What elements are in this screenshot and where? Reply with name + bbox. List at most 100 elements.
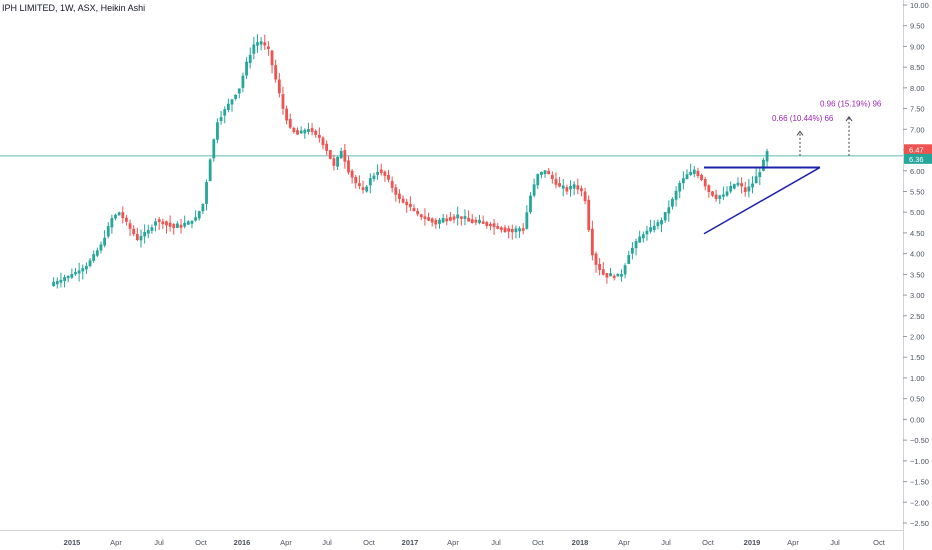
- candle-body: [430, 218, 434, 223]
- legend-exchange: ASX: [77, 3, 96, 13]
- candle-body: [485, 222, 489, 227]
- price-axis-label: 9.50: [910, 22, 925, 31]
- candle-body: [689, 171, 693, 175]
- candle-body: [114, 214, 117, 219]
- candle-body: [74, 272, 77, 275]
- candle-body: [496, 226, 500, 229]
- candle-body: [711, 191, 714, 196]
- candle-body: [456, 214, 460, 219]
- candle-body: [547, 170, 551, 175]
- candle-body: [219, 117, 223, 122]
- candle-body: [543, 170, 547, 175]
- candle-body: [587, 199, 591, 231]
- time-axis-label: 2018: [572, 538, 589, 547]
- candle-body: [365, 186, 369, 192]
- candle-body: [692, 169, 696, 175]
- price-axis-label: 8.50: [910, 63, 925, 72]
- candle-body: [762, 159, 765, 171]
- candle-body: [751, 183, 754, 188]
- price-axis-label: 1.00: [910, 374, 925, 383]
- candle-body: [223, 109, 227, 116]
- candle-body: [52, 281, 56, 286]
- candle-body: [347, 160, 350, 173]
- candle-body: [339, 150, 343, 159]
- time-axis-label: 2017: [402, 538, 419, 547]
- candle-body: [176, 223, 179, 228]
- candle-body: [267, 46, 270, 49]
- candle-body: [88, 260, 92, 267]
- candle-body: [230, 99, 234, 105]
- candle-body: [303, 129, 307, 134]
- candle-body: [754, 176, 758, 184]
- candle-body: [674, 190, 678, 200]
- candle-body: [722, 194, 725, 197]
- candle-body: [536, 174, 540, 186]
- candle-body: [590, 228, 594, 256]
- price-axis-label: −1.50: [910, 478, 929, 487]
- measure-label-1: 0.66 (10.44%) 66: [772, 114, 834, 123]
- candle-body: [201, 203, 205, 212]
- time-axis-label: Apr: [280, 538, 292, 547]
- candle-body: [325, 143, 329, 151]
- candle-body: [332, 158, 336, 166]
- candle-body: [103, 237, 106, 246]
- last-price-label: 6.36: [909, 155, 924, 164]
- candle-body: [671, 198, 674, 207]
- time-axis-label: Apr: [110, 538, 122, 547]
- candle-body: [423, 216, 427, 219]
- candle-body: [245, 61, 248, 76]
- price-axis-label: 5.00: [910, 208, 925, 217]
- candle-body: [216, 122, 219, 140]
- candle-body: [354, 176, 358, 184]
- candle-body: [125, 217, 128, 222]
- candle-body: [609, 273, 612, 277]
- candle-body: [336, 157, 339, 167]
- upper-price-label-bg: [904, 144, 932, 155]
- time-axis-label: 2016: [234, 538, 251, 547]
- candle-body: [478, 219, 481, 224]
- candle-body: [583, 191, 587, 202]
- price-axis-label: 3.00: [910, 291, 925, 300]
- candle-body: [558, 183, 561, 187]
- candle-body: [565, 187, 569, 192]
- candle-body: [343, 150, 347, 162]
- candle-body: [252, 44, 256, 54]
- candle-body: [765, 151, 769, 162]
- candle-body: [150, 227, 154, 231]
- time-axis-label: Oct: [873, 538, 886, 547]
- candle-body: [270, 50, 274, 66]
- measure-label-2: 0.96 (15.19%) 96: [820, 100, 882, 109]
- time-axis-label: Oct: [363, 538, 376, 547]
- price-axis-label: −2.00: [910, 498, 929, 507]
- candle-body: [449, 217, 452, 221]
- candle-body: [467, 217, 470, 222]
- triangle-support-line[interactable]: [703, 166, 821, 235]
- time-axis-label: Jul: [830, 538, 840, 547]
- candle-body: [85, 265, 88, 270]
- candle-body: [277, 79, 281, 94]
- candle-body: [194, 217, 197, 221]
- time-axis-label: Oct: [702, 538, 715, 547]
- legend-symbol: IPH LIMITED: [2, 3, 56, 13]
- candle-body: [179, 224, 183, 228]
- legend-interval: 1W: [60, 3, 74, 13]
- last-price-label-bg: [904, 153, 932, 164]
- time-axis-label: Apr: [787, 538, 799, 547]
- price-axis-label: 7.50: [910, 105, 925, 114]
- candle-body: [321, 137, 325, 146]
- candle-body: [398, 193, 401, 199]
- candle-body: [59, 279, 63, 283]
- candle-body: [499, 227, 503, 230]
- time-axis-label: Jul: [661, 538, 671, 547]
- candle-body: [729, 185, 733, 192]
- time-axis-label: Oct: [195, 538, 208, 547]
- candle-body: [452, 216, 456, 220]
- time-axis-label: 2015: [64, 538, 81, 547]
- candle-body: [554, 179, 558, 185]
- candle-body: [532, 184, 536, 196]
- candle-body: [605, 273, 609, 278]
- candle-body: [314, 130, 318, 135]
- price-axis-label: 2.00: [910, 333, 925, 342]
